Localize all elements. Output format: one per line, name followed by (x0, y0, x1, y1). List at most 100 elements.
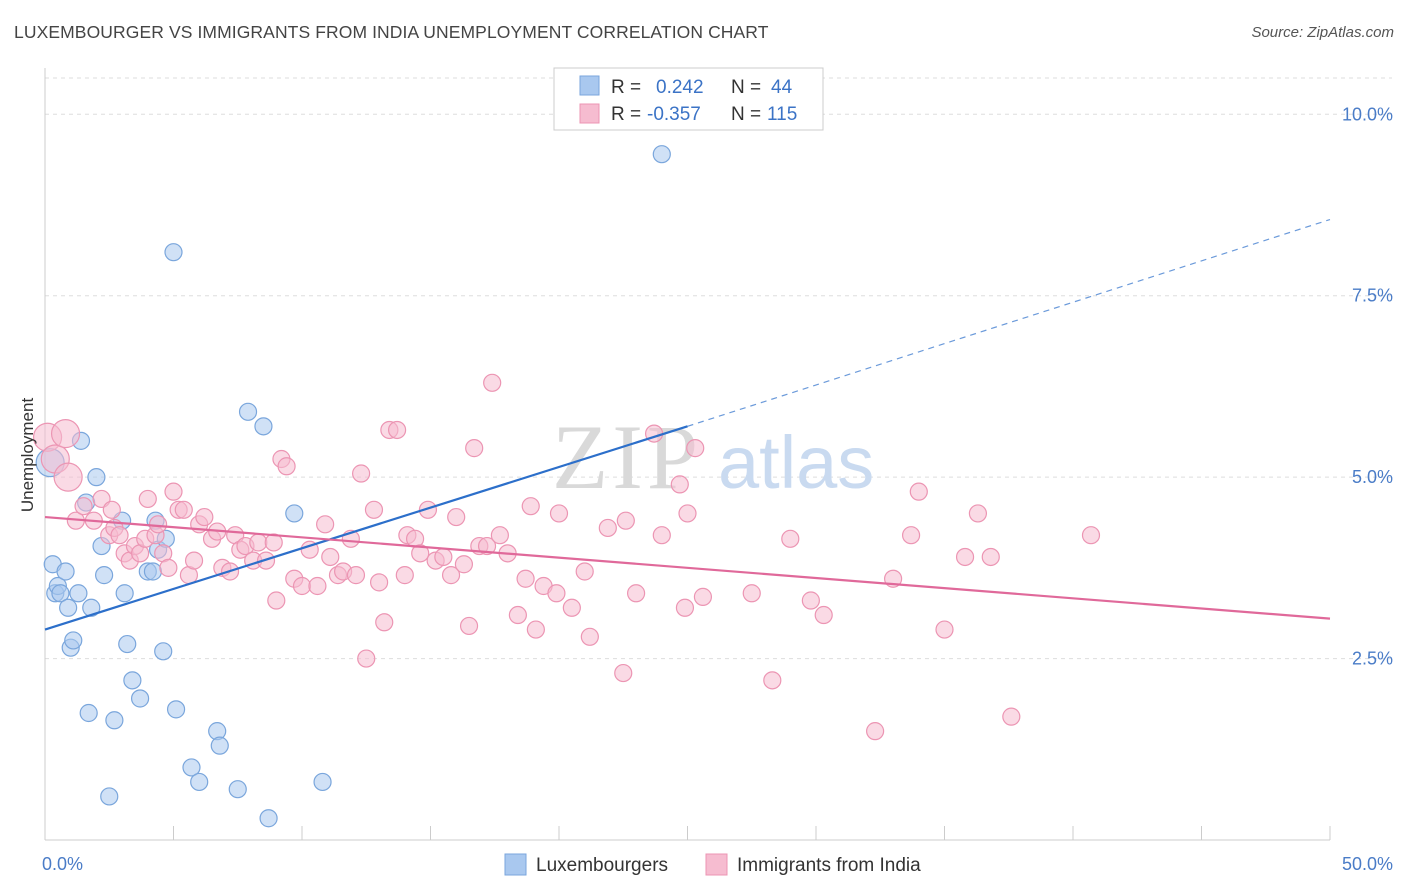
grid-lines (45, 77, 1392, 660)
india-point-106 (909, 482, 928, 501)
x-tick-max: 50.0% (1342, 854, 1393, 874)
legend-r-value-1: 0.242 (656, 77, 704, 98)
series-label-india: Immigrants from India (737, 855, 921, 876)
india-point-2 (50, 419, 81, 449)
india-point-44 (292, 576, 312, 596)
legend-n-label-1: N = (731, 77, 761, 98)
india-point-110 (981, 547, 1000, 567)
y-tick-label-2: 7.5% (1352, 286, 1393, 306)
india-point-90 (626, 584, 646, 603)
series-label-luxembourgers: Luxembourgers (536, 855, 668, 876)
india-point-67 (441, 566, 461, 585)
luxembourger-point-22 (123, 671, 142, 690)
india-point-88 (614, 663, 633, 683)
india-point-52 (346, 566, 366, 585)
luxembourgers-trend-line (44, 425, 688, 631)
luxembourger-point-16 (95, 566, 114, 585)
india-point-17 (138, 489, 157, 509)
india-point-108 (955, 547, 975, 567)
luxembourger-point-42 (652, 145, 671, 164)
india-point-24 (174, 500, 193, 519)
india-point-77 (508, 605, 527, 625)
india-point-5 (74, 497, 93, 516)
luxembourger-point-12 (79, 703, 98, 723)
india-point-98 (742, 584, 761, 603)
india-point-86 (580, 627, 599, 646)
luxembourger-point-25 (143, 562, 163, 581)
india-point-89 (616, 511, 635, 530)
india-point-93 (670, 475, 689, 494)
series-swatch-india (705, 853, 728, 876)
luxembourger-point-21 (118, 634, 137, 654)
india-point-21 (159, 558, 178, 577)
x-tick-min: 0.0% (42, 854, 83, 874)
india-point-59 (387, 420, 407, 440)
india-point-11 (110, 526, 129, 545)
india-point-109 (968, 504, 988, 523)
luxembourger-point-8 (64, 631, 83, 650)
india-point-80 (526, 620, 545, 639)
trend-lines (44, 218, 1331, 631)
india-point-57 (375, 613, 394, 632)
india-point-107 (935, 620, 954, 639)
india-point-101 (801, 591, 820, 610)
india-point-84 (562, 598, 581, 617)
legend-r-value-2: -0.357 (647, 104, 701, 125)
legend-swatch-blue (579, 75, 600, 96)
series-legend: Luxembourgers Immigrants from India (504, 853, 921, 876)
legend-swatch-pink (579, 103, 600, 124)
india-point-99 (763, 671, 782, 690)
legend-r-label-2: R = (611, 104, 641, 125)
legend-r-label-1: R = (611, 77, 641, 98)
luxembourger-point-33 (190, 772, 209, 792)
luxembourger-point-17 (100, 787, 119, 806)
india-point-66 (434, 547, 453, 567)
india-point-82 (547, 584, 566, 603)
watermark-atlas: atlas (718, 421, 874, 504)
india-point-37 (249, 533, 268, 552)
luxembourger-point-40 (285, 504, 304, 523)
india-point-22 (164, 482, 183, 501)
india-point-39 (264, 533, 283, 552)
luxembourger-point-18 (105, 711, 124, 730)
legend-n-value-1: 44 (771, 77, 793, 98)
india-point-78 (516, 569, 535, 588)
india-point-111 (1002, 707, 1021, 726)
luxembourger-point-20 (115, 584, 134, 603)
luxembourgers-trend-extension (687, 218, 1331, 427)
india-point-54 (357, 649, 376, 668)
india-point-94 (675, 598, 695, 617)
india-trend-line (44, 515, 1331, 620)
india-point-96 (686, 439, 705, 458)
india-point-60 (395, 566, 414, 585)
india-point-75 (490, 526, 509, 545)
luxembourger-point-5 (56, 562, 75, 581)
india-point-83 (549, 504, 569, 523)
y-axis-title: Unemployment (18, 398, 37, 513)
legend-n-value-2: 115 (767, 104, 797, 125)
luxembourger-point-9 (69, 584, 88, 603)
chart-title: LUXEMBOURGER VS IMMIGRANTS FROM INDIA UN… (14, 22, 769, 42)
india-point-56 (370, 573, 389, 592)
luxembourger-point-41 (313, 772, 332, 792)
india-point-112 (1081, 526, 1101, 545)
india-point-92 (652, 526, 671, 545)
india-point-47 (316, 515, 335, 534)
india-point-3 (53, 462, 83, 492)
legend-n-label-2: N = (731, 104, 761, 125)
y-tick-label-0: 2.5% (1352, 649, 1393, 669)
luxembourger-point-37 (238, 402, 258, 421)
luxembourger-point-6 (59, 598, 78, 617)
india-point-100 (781, 529, 800, 548)
india-point-73 (477, 536, 497, 556)
luxembourger-point-35 (210, 736, 229, 755)
india-point-26 (184, 551, 204, 570)
india-point-9 (102, 500, 121, 519)
india-point-71 (465, 439, 484, 458)
source-credit: Source: ZipAtlas.com (1251, 24, 1394, 41)
india-point-46 (308, 576, 327, 596)
luxembourger-point-30 (164, 243, 183, 262)
y-tick-labels: 2.5% 5.0% 7.5% 10.0% (1342, 104, 1393, 668)
india-point-74 (483, 373, 502, 392)
